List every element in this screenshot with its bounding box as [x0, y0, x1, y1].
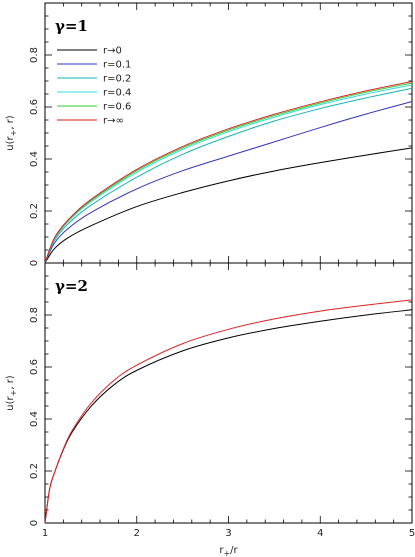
panel-title: γ=2: [55, 277, 88, 295]
legend-entry: r=0.1: [103, 60, 131, 71]
series-line-1: [44, 299, 413, 524]
x-tick-label: 4: [317, 528, 323, 539]
plot-frame: [44, 2, 413, 264]
x-tick-label: 5: [409, 528, 415, 539]
y-tick-label: 0.2: [29, 203, 40, 219]
legend-entry: r=0.2: [103, 74, 131, 85]
legend-entry: r→∞: [103, 116, 124, 127]
y-tick-label: 0.6: [29, 359, 40, 375]
x-tick-label: 1: [42, 528, 48, 539]
series-line-0: [44, 309, 413, 524]
panel-title: γ=1: [55, 17, 88, 35]
series-line-5: [44, 81, 413, 264]
panel-gamma-1: 0 0.2 0.4 0.6 0.8 u(r+, r) γ=1 r→0 r=0.1 r=0.2 r=0…: [5, 2, 413, 266]
x-axis-label: r+/r: [219, 545, 238, 557]
y-tick-label: 0.2: [29, 463, 40, 479]
y-tick-label: 0.4: [29, 411, 40, 427]
series-line-3: [44, 84, 413, 264]
legend-entry: r=0.6: [103, 102, 131, 113]
x-tick-label: 2: [134, 528, 140, 539]
y-tick-label: 0: [29, 520, 40, 526]
y-axis-label: u(r+, r): [5, 375, 18, 411]
x-tick-label: 3: [225, 528, 231, 539]
series-line-2: [44, 87, 413, 264]
panel-gamma-2: 0 0.2 0.4 0.6 0.8 1 2 3 4 5 r+/r u(r+, r) γ=2: [5, 262, 415, 557]
series-line-1: [44, 101, 413, 264]
y-axis-label: u(r+, r): [5, 115, 18, 151]
y-tick-label: 0.8: [29, 307, 40, 323]
series-line-0: [44, 147, 413, 264]
y-tick-label: 0.6: [29, 99, 40, 115]
legend-entry: r→0: [103, 46, 122, 57]
y-tick-label: 0: [29, 260, 40, 266]
legend-entry: r=0.4: [103, 88, 131, 99]
y-tick-label: 0.8: [29, 47, 40, 63]
series-line-4: [44, 82, 413, 264]
y-tick-label: 0.4: [29, 151, 40, 167]
